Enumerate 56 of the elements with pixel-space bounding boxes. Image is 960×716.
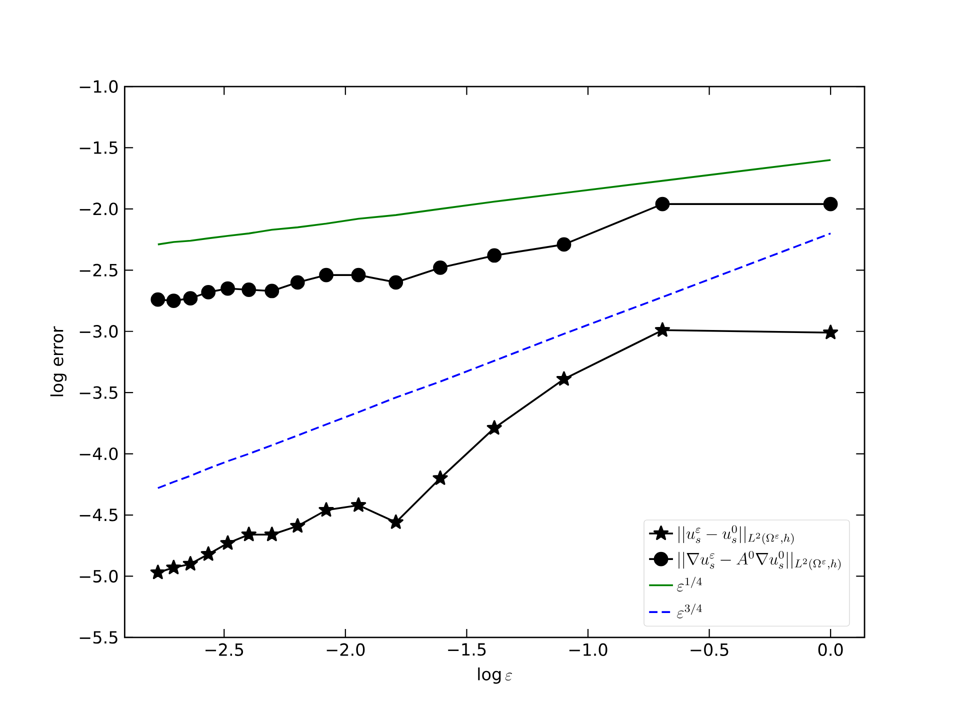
point [556, 371, 572, 386]
point [290, 518, 306, 533]
line-series [156, 232, 832, 489]
y-tick-label: −4.5 [80, 508, 118, 522]
point [319, 268, 334, 282]
point [823, 196, 838, 212]
point [241, 526, 256, 542]
legend-label: $\varepsilon^{1/4}$ [677, 576, 702, 592]
y-tick-label: −5.0 [80, 570, 118, 583]
x-axis-title: $\log \varepsilon$ [478, 667, 512, 684]
y-tick-label: −5.5 [80, 631, 118, 644]
legend-label: $||u_s^\varepsilon - u_s^0||_{L^2(\Omega^\varepsilon,h)}$ [678, 525, 794, 544]
point [654, 322, 670, 337]
y-tick-label: −4.0 [80, 447, 118, 460]
point [150, 564, 166, 580]
x-tick-label: −2.5 [206, 643, 244, 656]
point [264, 526, 280, 542]
point [655, 196, 670, 212]
y-tick-label: −1.5 [80, 141, 118, 154]
point [556, 237, 572, 252]
legend-label: $\varepsilon^{3/4}$ [677, 604, 702, 618]
y-tick-label: −2.0 [80, 202, 118, 216]
x-tick-label: −1.0 [569, 643, 608, 656]
point [432, 470, 448, 485]
y-tick-label: −3.0 [80, 325, 118, 338]
point [264, 284, 280, 298]
y-tick-label: −2.5 [80, 264, 118, 277]
point [433, 260, 448, 275]
x-tick-label: −0.5 [690, 643, 728, 656]
point [182, 556, 198, 571]
y-tick-label: −1.0 [80, 80, 118, 93]
point [200, 546, 216, 561]
point [351, 268, 366, 282]
point [166, 294, 181, 308]
point [150, 292, 166, 307]
point [166, 560, 182, 574]
point [220, 281, 235, 296]
y-tick-label: −3.5 [80, 386, 118, 399]
point [388, 514, 404, 529]
point [487, 248, 502, 263]
point [350, 497, 366, 512]
point [290, 275, 305, 290]
point [486, 420, 502, 435]
line-series [156, 159, 832, 246]
y-axis-title: log error [50, 326, 67, 396]
x-tick-label: −2.0 [326, 643, 365, 656]
point [318, 502, 334, 517]
point [183, 291, 198, 306]
x-tick-label: −1.5 [448, 643, 486, 656]
point [242, 282, 256, 297]
point [220, 535, 236, 550]
x-tick-label: 0.0 [818, 643, 843, 656]
legend-label: $||\nabla u_s^\varepsilon - A^0\nabla u_s^0||_{L^2(\Omega^\varepsilon,h)}$ [678, 550, 841, 570]
point [823, 324, 838, 340]
point [201, 285, 216, 300]
point [388, 275, 404, 290]
